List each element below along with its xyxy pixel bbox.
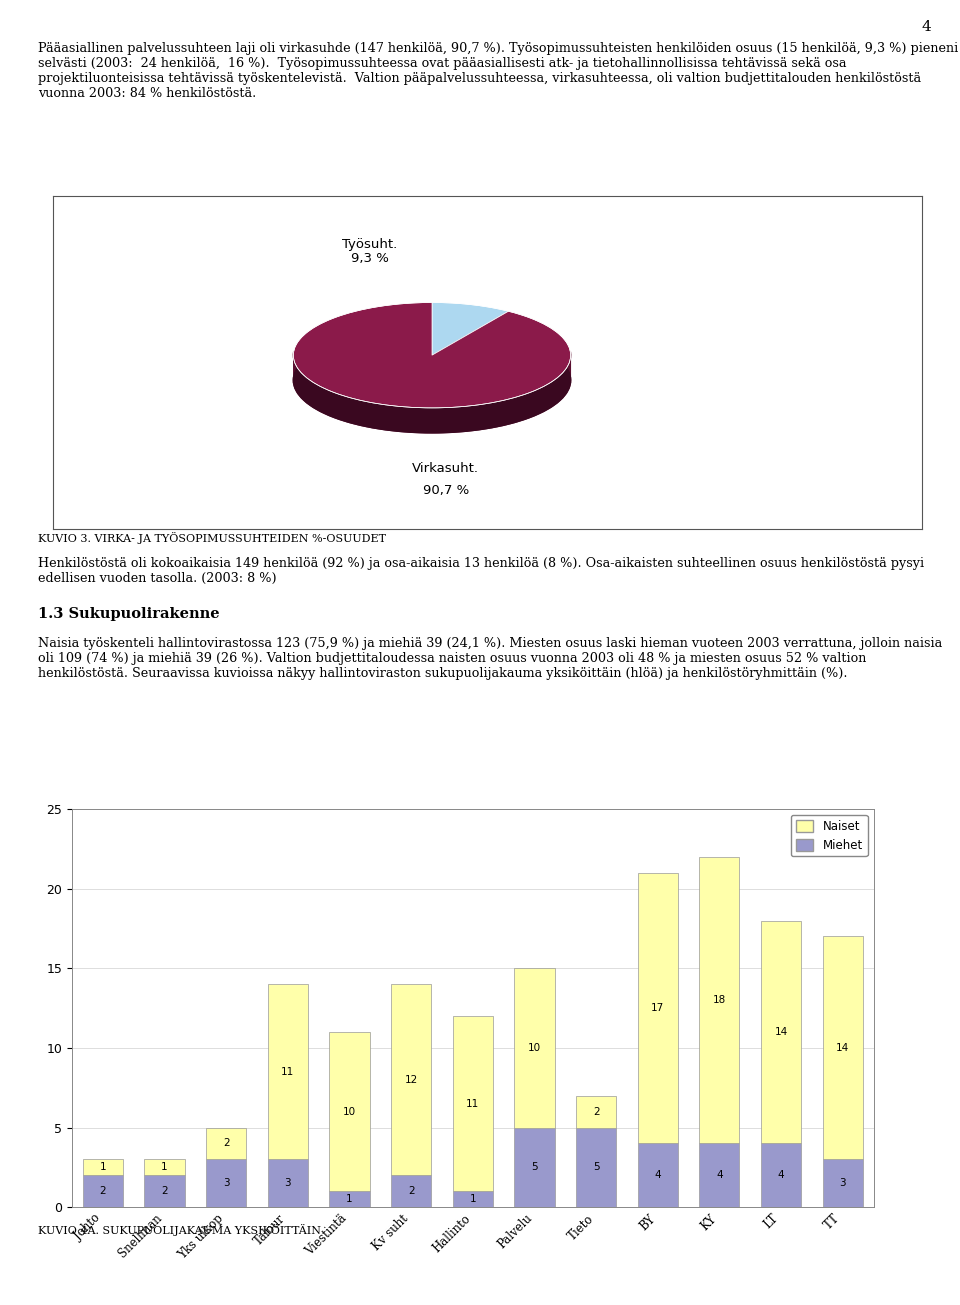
Text: 11: 11 (467, 1099, 479, 1109)
Text: 4: 4 (716, 1171, 723, 1180)
Text: 2: 2 (593, 1107, 599, 1117)
Bar (391, 984, 431, 1176)
Bar (268, 1159, 308, 1207)
Bar (823, 937, 863, 1159)
Text: 10: 10 (343, 1107, 356, 1117)
Bar (576, 1128, 616, 1207)
Text: 11: 11 (281, 1066, 295, 1077)
Text: Virkasuht.: Virkasuht. (413, 462, 479, 475)
Text: 14: 14 (836, 1043, 850, 1053)
Bar (700, 1143, 739, 1207)
Polygon shape (294, 351, 570, 433)
Text: 2: 2 (161, 1186, 168, 1197)
Text: Henkilöstöstä oli kokoaikaisia 149 henkilöä (92 %) ja osa-aikaisia 13 henkilöä (: Henkilöstöstä oli kokoaikaisia 149 henki… (38, 557, 924, 585)
Bar (391, 1176, 431, 1207)
Text: KUVIO 3. VIRKA- JA TYÖSOPIMUSSUHTEIDEN %-OSUUDET: KUVIO 3. VIRKA- JA TYÖSOPIMUSSUHTEIDEN %… (38, 532, 386, 544)
Text: 2: 2 (408, 1186, 415, 1197)
Bar (823, 1159, 863, 1207)
Bar (206, 1128, 246, 1159)
Text: 9,3 %: 9,3 % (350, 252, 389, 265)
Text: 18: 18 (713, 996, 726, 1005)
Ellipse shape (294, 328, 570, 433)
Text: 1: 1 (469, 1194, 476, 1205)
Bar (515, 1128, 555, 1207)
Bar (700, 857, 739, 1143)
Text: 3: 3 (284, 1178, 291, 1189)
Text: Pääasiallinen palvelussuhteen laji oli virkasuhde (147 henkilöä, 90,7 %). Työsop: Pääasiallinen palvelussuhteen laji oli v… (38, 42, 959, 99)
Text: 14: 14 (775, 1027, 788, 1037)
Bar (453, 1017, 492, 1191)
Text: 1.3 Sukupuolirakenne: 1.3 Sukupuolirakenne (38, 607, 220, 621)
Text: Työsuht.: Työsuht. (342, 239, 397, 251)
Bar (637, 1143, 678, 1207)
Text: 3: 3 (839, 1178, 846, 1189)
Polygon shape (432, 303, 509, 355)
Bar (329, 1032, 370, 1191)
Bar (144, 1159, 184, 1176)
Text: KUVIO 4A. SUKUPUOLIJAKAUMA YKSIKÖITTÄIN: KUVIO 4A. SUKUPUOLIJAKAUMA YKSIKÖITTÄIN (38, 1224, 322, 1236)
Text: 3: 3 (223, 1178, 229, 1189)
Legend: Naiset, Miehet: Naiset, Miehet (791, 816, 868, 856)
Text: 2: 2 (100, 1186, 107, 1197)
Text: Naisia työskenteli hallintovirastossa 123 (75,9 %) ja miehiä 39 (24,1 %). Mieste: Naisia työskenteli hallintovirastossa 12… (38, 637, 943, 680)
Text: 5: 5 (531, 1163, 538, 1172)
Bar (453, 1191, 492, 1207)
Bar (761, 1143, 802, 1207)
Text: 4: 4 (922, 20, 931, 34)
Text: 2: 2 (223, 1138, 229, 1148)
Bar (637, 873, 678, 1143)
Bar (83, 1176, 123, 1207)
Text: 90,7 %: 90,7 % (422, 484, 469, 497)
Text: 1: 1 (347, 1194, 352, 1205)
Text: 4: 4 (655, 1171, 661, 1180)
Polygon shape (294, 303, 570, 408)
Bar (144, 1176, 184, 1207)
Bar (206, 1159, 246, 1207)
Text: 4: 4 (778, 1171, 784, 1180)
Bar (83, 1159, 123, 1176)
Bar (268, 984, 308, 1159)
Text: 12: 12 (404, 1075, 418, 1084)
Text: 1: 1 (100, 1163, 107, 1172)
Bar (761, 920, 802, 1143)
Bar (515, 968, 555, 1128)
Bar (329, 1191, 370, 1207)
Text: 17: 17 (651, 1004, 664, 1013)
Text: 10: 10 (528, 1043, 541, 1053)
Bar (576, 1096, 616, 1128)
Text: 1: 1 (161, 1163, 168, 1172)
Text: 5: 5 (593, 1163, 599, 1172)
